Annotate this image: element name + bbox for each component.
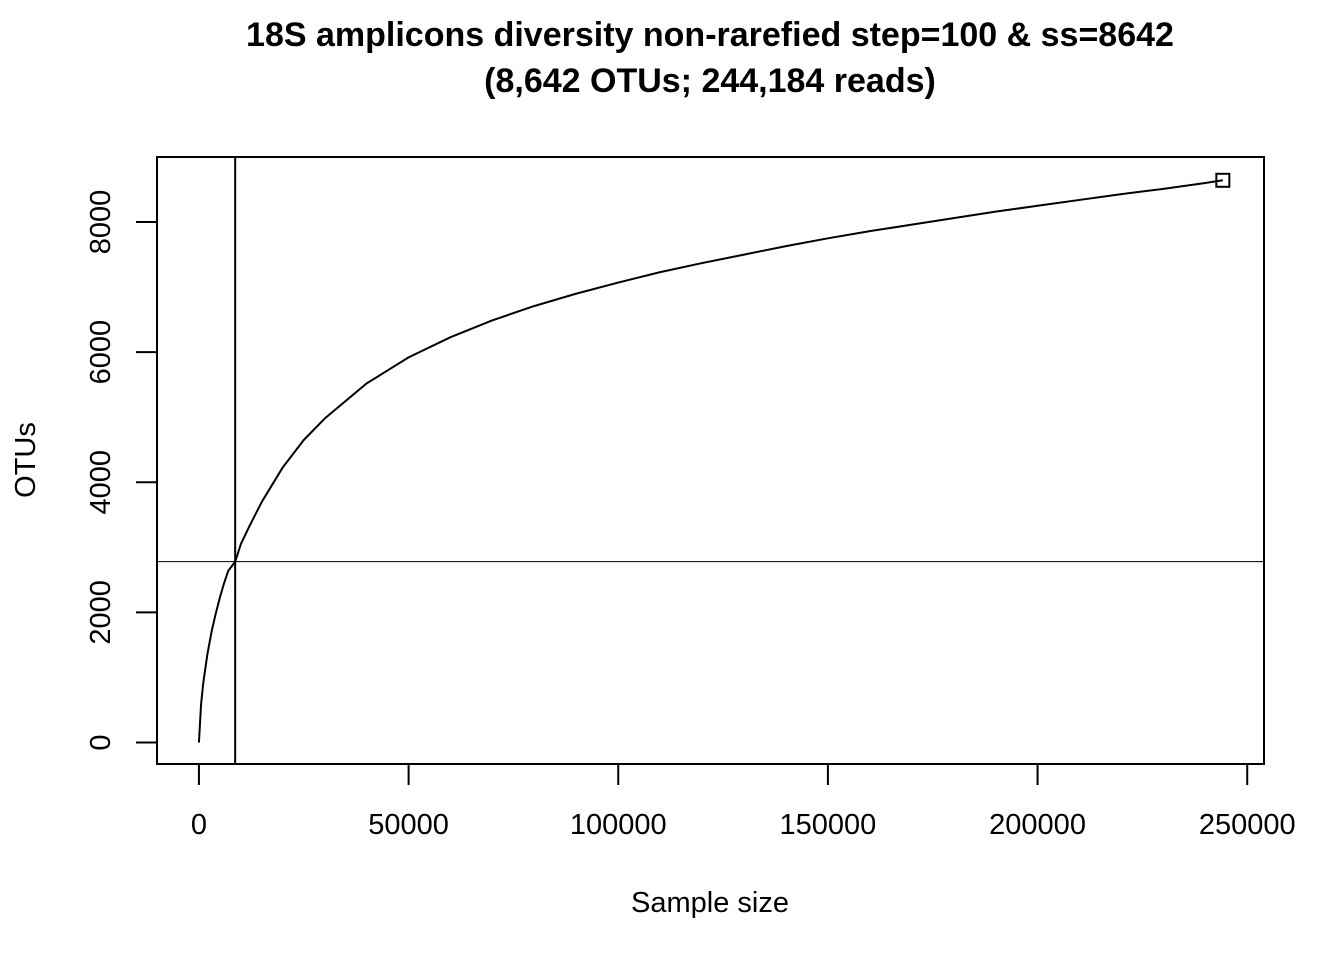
- plot-frame: [156, 156, 1265, 765]
- y-tick-label: 0: [85, 734, 117, 750]
- x-tick-label: 50000: [368, 809, 449, 841]
- series-group: [197, 172, 1231, 743]
- x-tick-label: 200000: [989, 809, 1086, 841]
- end-point-marker: [1215, 172, 1231, 188]
- x-tick-label: 100000: [570, 809, 667, 841]
- x-axis: 0 50000 100000 150000 200000 250000: [191, 763, 1296, 841]
- y-tick-label: 8000: [85, 190, 117, 255]
- y-tick-label: 4000: [85, 450, 117, 515]
- x-tick-label: 150000: [780, 809, 877, 841]
- chart-title: 18S amplicons diversity non-rarefied ste…: [246, 16, 1174, 54]
- y-tick-label: 6000: [85, 320, 117, 385]
- y-axis-label: OTUs: [10, 422, 42, 498]
- y-tick-label: 2000: [85, 580, 117, 645]
- reference-lines: [157, 157, 1264, 764]
- rarefaction-curve: [197, 179, 1223, 743]
- x-tick-label: 250000: [1199, 809, 1296, 841]
- x-tick-label: 0: [191, 809, 207, 841]
- y-axis: 0 2000 4000 6000 8000: [85, 190, 158, 751]
- chart-subtitle: (8,642 OTUs; 244,184 reads): [484, 62, 936, 100]
- x-axis-label: Sample size: [631, 887, 789, 919]
